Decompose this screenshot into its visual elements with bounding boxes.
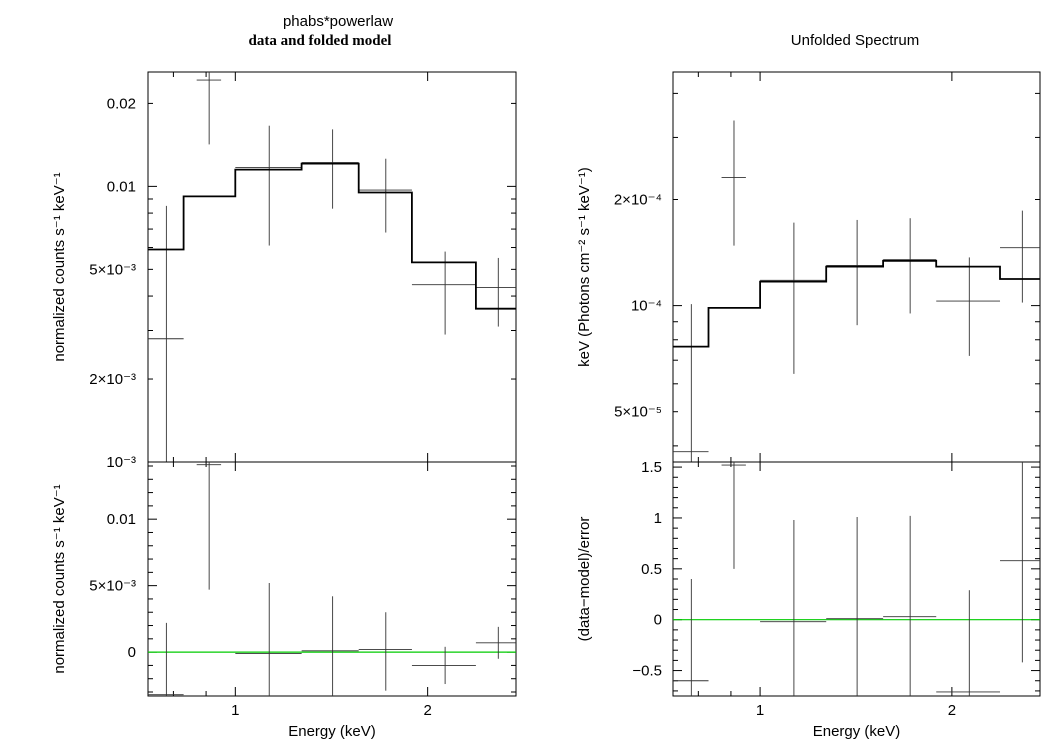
x-axis-label: Energy (keV) bbox=[288, 723, 376, 740]
x-tick-label: 2 bbox=[948, 702, 956, 719]
y-axis-label: normalized counts s⁻¹ keV⁻¹ bbox=[51, 484, 68, 673]
y-tick-label: 1.5 bbox=[641, 459, 662, 476]
y-tick-label: −0.5 bbox=[632, 663, 662, 680]
plot-frame bbox=[147, 461, 517, 697]
x-axis-label: Energy (keV) bbox=[813, 723, 901, 740]
panel-2: 1 2 Energy (keV) 0 5×10⁻³ 0.01 normalized coun… bbox=[51, 461, 517, 740]
panels-layer: 10⁻³ 2×10⁻³ 5×10⁻³ 0.01 0.02 normalized count… bbox=[51, 71, 1041, 740]
model-step-line bbox=[673, 259, 1040, 348]
right-plot-title: Unfolded Spectrum bbox=[791, 32, 919, 49]
y-tick-label: 0.01 bbox=[107, 511, 136, 528]
y-tick-label: 0 bbox=[128, 644, 136, 661]
model-step-line bbox=[148, 162, 516, 310]
plot-frame bbox=[147, 71, 517, 463]
y-tick-label: 5×10⁻³ bbox=[89, 261, 136, 278]
y-tick-label: 10⁻³ bbox=[106, 454, 136, 471]
plot-frame bbox=[672, 461, 1041, 697]
y-tick-label: 0.02 bbox=[107, 95, 136, 112]
x-tick-label: 2 bbox=[423, 702, 431, 719]
panel-1: 10⁻³ 2×10⁻³ 5×10⁻³ 0.01 0.02 normalized count… bbox=[51, 71, 517, 471]
y-tick-label: 2×10⁻³ bbox=[89, 371, 136, 388]
y-tick-label: 5×10⁻⁵ bbox=[614, 404, 662, 421]
y-axis-label: (data−model)/error bbox=[576, 517, 593, 642]
y-tick-label: 0.5 bbox=[641, 561, 662, 578]
panel-4: 1 2 Energy (keV) −0.5 0 0.5 1 1.5 (data−model)/e… bbox=[576, 459, 1041, 740]
y-tick-label: 1 bbox=[654, 510, 662, 527]
y-axis-label: normalized counts s⁻¹ keV⁻¹ bbox=[51, 172, 68, 361]
y-tick-label: 10⁻⁴ bbox=[631, 298, 662, 315]
y-axis-label: keV (Photons cm⁻² s⁻¹ keV⁻¹) bbox=[576, 167, 593, 367]
x-tick-label: 1 bbox=[231, 702, 239, 719]
y-tick-label: 0.01 bbox=[107, 178, 136, 195]
left-plot-title: phabs*powerlaw bbox=[283, 13, 393, 30]
y-tick-label: 5×10⁻³ bbox=[89, 578, 136, 595]
y-tick-label: 2×10⁻⁴ bbox=[614, 192, 662, 209]
x-tick-label: 1 bbox=[756, 702, 764, 719]
panel-3: 5×10⁻⁵ 10⁻⁴ 2×10⁻⁴ keV (Photons cm⁻² s⁻¹ ke… bbox=[576, 71, 1041, 463]
y-tick-label: 0 bbox=[654, 612, 662, 629]
left-plot-subtitle: data and folded model bbox=[249, 33, 392, 49]
